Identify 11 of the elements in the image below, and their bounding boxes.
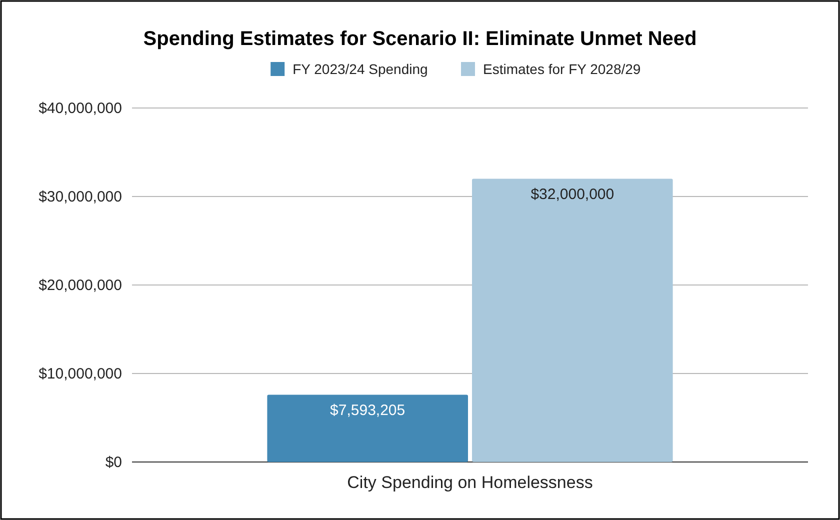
legend-label: FY 2023/24 Spending <box>292 61 428 77</box>
x-tick-label: City Spending on Homelessness <box>347 473 593 492</box>
y-tick-label: $40,000,000 <box>38 100 122 117</box>
data-label: $7,593,205 <box>330 402 406 419</box>
y-tick-label: $0 <box>105 454 122 471</box>
chart-title: Spending Estimates for Scenario II: Eliminate Unmet Need <box>143 28 697 50</box>
y-tick-label: $30,000,000 <box>38 188 122 206</box>
data-label: $32,000,000 <box>530 186 614 203</box>
y-tick-label: $20,000,000 <box>38 277 122 294</box>
y-tick-label: $10,000,000 <box>38 366 122 382</box>
legend-label: Estimates for FY 2028/29 <box>483 61 641 77</box>
